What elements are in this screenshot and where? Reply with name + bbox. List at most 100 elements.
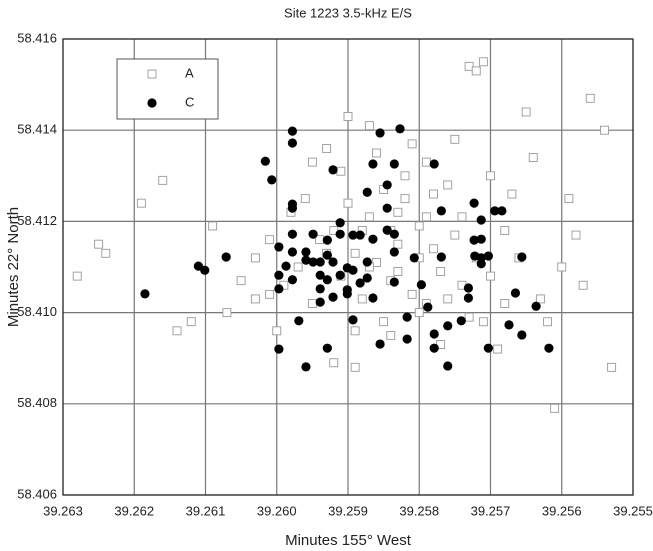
circle-marker	[456, 316, 466, 326]
circle-marker	[382, 180, 392, 190]
square-marker	[443, 180, 453, 190]
square-marker	[329, 358, 339, 368]
chart-title: Site 1223 3.5-kHz E/S	[284, 5, 412, 20]
y-axis-label: Minutes 22° North	[5, 207, 22, 327]
circle-marker	[517, 330, 527, 340]
circle-marker	[476, 215, 486, 225]
circle-marker	[308, 257, 318, 267]
circle-marker	[362, 257, 372, 267]
square-marker	[364, 121, 374, 131]
circle-marker	[402, 334, 412, 344]
square-marker	[307, 299, 317, 308]
circle-marker	[375, 128, 385, 138]
x-axis-label: Minutes 155° West	[285, 532, 412, 549]
circle-marker	[348, 230, 358, 240]
square-marker	[600, 125, 609, 135]
circle-marker	[287, 126, 298, 136]
x-tick-label: 39.260	[257, 503, 297, 518]
circle-marker	[274, 344, 284, 354]
circle-marker	[328, 292, 338, 302]
circle-marker	[315, 270, 325, 280]
circle-marker	[497, 206, 507, 216]
square-marker	[343, 112, 353, 121]
circle-marker	[315, 297, 325, 307]
square-marker	[407, 289, 417, 299]
circle-marker	[274, 284, 284, 294]
circle-marker	[544, 343, 554, 353]
circle-marker	[315, 284, 325, 294]
square-marker	[136, 198, 146, 208]
circle-marker	[287, 247, 298, 257]
square-marker	[272, 326, 282, 336]
circle-marker	[301, 247, 311, 257]
circle-marker	[483, 343, 493, 353]
square-marker	[158, 175, 168, 185]
circle-marker	[429, 329, 439, 339]
legend-label: C	[185, 94, 194, 109]
circle-marker	[335, 270, 345, 280]
circle-marker	[436, 252, 446, 262]
square-marker	[293, 262, 303, 272]
circle-marker	[469, 198, 479, 208]
circle-marker	[389, 229, 399, 239]
square-marker	[450, 134, 460, 144]
square-marker	[172, 326, 182, 336]
square-marker	[607, 362, 617, 372]
circle-marker	[322, 235, 332, 245]
circle-marker	[368, 159, 378, 169]
circle-marker	[328, 165, 338, 175]
circle-marker	[443, 361, 453, 371]
circle-marker	[274, 242, 284, 252]
circle-marker	[294, 316, 304, 326]
circle-marker	[322, 275, 332, 285]
square-marker	[265, 289, 275, 299]
square-marker	[486, 271, 495, 281]
square-marker	[543, 317, 552, 327]
circle-marker	[423, 302, 433, 312]
plot-frame	[62, 38, 634, 496]
square-marker	[564, 194, 574, 204]
square-marker	[421, 212, 431, 222]
square-marker	[94, 239, 104, 249]
square-marker	[521, 107, 531, 117]
circle-marker	[287, 203, 298, 213]
circle-marker	[335, 229, 345, 239]
circle-marker	[368, 293, 378, 303]
square-marker	[265, 235, 275, 245]
circle-marker	[476, 234, 486, 244]
square-marker	[393, 207, 403, 217]
square-marker	[393, 267, 403, 277]
x-tick-label: 39.263	[43, 503, 83, 518]
square-marker	[393, 239, 403, 249]
circle-marker	[429, 159, 439, 169]
y-tick-label: 58.406	[17, 486, 57, 501]
circle-marker	[368, 234, 378, 244]
square-marker	[350, 248, 360, 258]
x-tick-label: 39.257	[471, 503, 511, 518]
circle-marker	[301, 255, 311, 265]
x-tick-label: 39.261	[186, 503, 226, 518]
circle-marker	[382, 225, 392, 235]
circle-marker	[322, 343, 332, 353]
square-marker	[343, 198, 353, 208]
circle-marker	[362, 273, 372, 283]
circle-marker	[335, 218, 345, 228]
circle-marker	[267, 175, 277, 185]
circle-marker	[301, 362, 311, 372]
square-marker	[386, 330, 396, 340]
square-marker	[322, 143, 332, 153]
circle-marker	[416, 280, 426, 290]
circle-marker	[274, 270, 284, 280]
square-marker	[307, 157, 317, 167]
circle-marker	[517, 252, 527, 262]
square-marker	[421, 157, 431, 167]
square-marker	[400, 171, 410, 181]
circle-marker	[348, 265, 358, 275]
square-marker	[493, 344, 503, 354]
x-tick-label: 39.259	[328, 503, 368, 518]
square-marker	[350, 362, 360, 372]
square-marker	[300, 194, 310, 204]
square-marker	[208, 221, 218, 231]
